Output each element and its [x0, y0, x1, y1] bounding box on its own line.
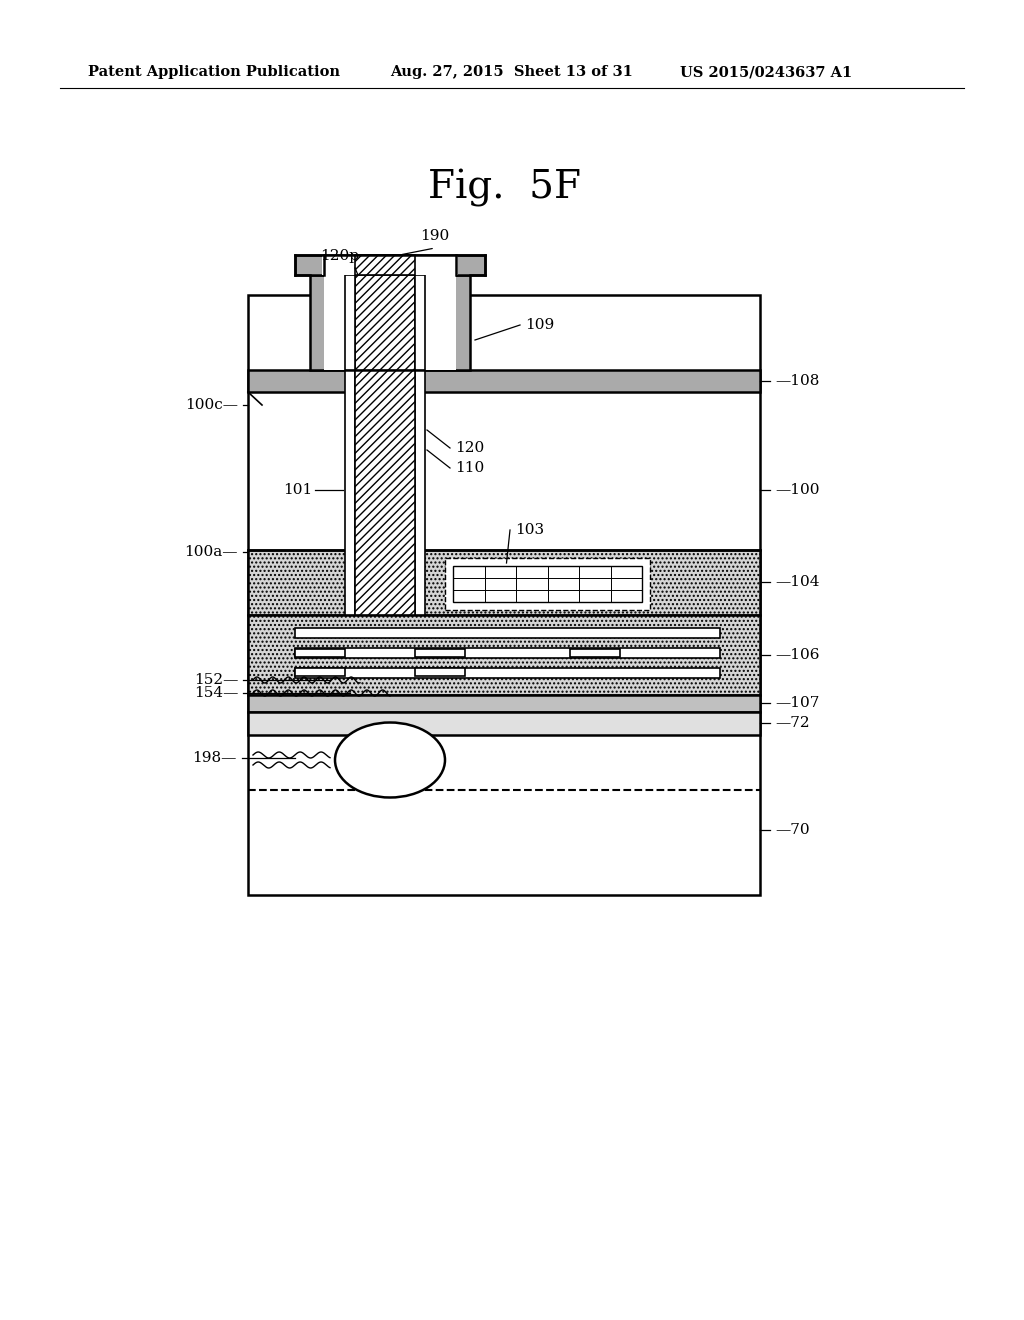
- Text: —104: —104: [775, 576, 819, 589]
- Bar: [248, 696, 760, 711]
- Text: —108: —108: [775, 374, 819, 388]
- Bar: [355, 275, 415, 370]
- Bar: [345, 275, 355, 370]
- Bar: [310, 275, 470, 370]
- Text: Fig.  5F: Fig. 5F: [427, 169, 581, 207]
- Ellipse shape: [335, 722, 445, 797]
- Text: 100c—: 100c—: [185, 399, 238, 412]
- Text: 198—: 198—: [193, 751, 237, 766]
- Text: 120p: 120p: [321, 249, 359, 263]
- Bar: [415, 649, 465, 657]
- Bar: [295, 649, 345, 657]
- Bar: [445, 558, 650, 610]
- Bar: [355, 255, 415, 275]
- Bar: [295, 668, 720, 678]
- Text: —106: —106: [775, 648, 819, 663]
- Text: 103: 103: [515, 523, 544, 537]
- Text: 100a—: 100a—: [184, 545, 238, 558]
- Bar: [322, 255, 458, 275]
- Bar: [415, 294, 425, 615]
- Bar: [248, 615, 760, 696]
- Text: —107: —107: [775, 696, 819, 710]
- Text: Aug. 27, 2015  Sheet 13 of 31: Aug. 27, 2015 Sheet 13 of 31: [390, 65, 633, 79]
- Bar: [295, 648, 720, 657]
- Text: 152—: 152—: [194, 673, 238, 686]
- Bar: [248, 550, 760, 615]
- Bar: [324, 275, 456, 370]
- Bar: [248, 294, 760, 895]
- Bar: [355, 294, 415, 615]
- Text: —70: —70: [775, 822, 810, 837]
- Bar: [295, 255, 485, 275]
- Bar: [415, 668, 465, 676]
- Bar: [248, 370, 760, 392]
- Text: 109: 109: [525, 318, 554, 333]
- Bar: [295, 668, 345, 676]
- Text: 110: 110: [455, 461, 484, 475]
- Text: US 2015/0243637 A1: US 2015/0243637 A1: [680, 65, 852, 79]
- Text: 101: 101: [284, 483, 312, 498]
- Bar: [248, 711, 760, 735]
- Text: —100: —100: [775, 483, 819, 498]
- Text: 154—: 154—: [194, 686, 238, 700]
- Bar: [453, 566, 642, 602]
- Bar: [415, 275, 425, 370]
- Text: 190: 190: [421, 228, 450, 243]
- Bar: [570, 649, 620, 657]
- Bar: [295, 628, 720, 638]
- Text: Patent Application Publication: Patent Application Publication: [88, 65, 340, 79]
- Text: —72: —72: [775, 715, 810, 730]
- Bar: [345, 294, 355, 615]
- Text: 120: 120: [455, 441, 484, 455]
